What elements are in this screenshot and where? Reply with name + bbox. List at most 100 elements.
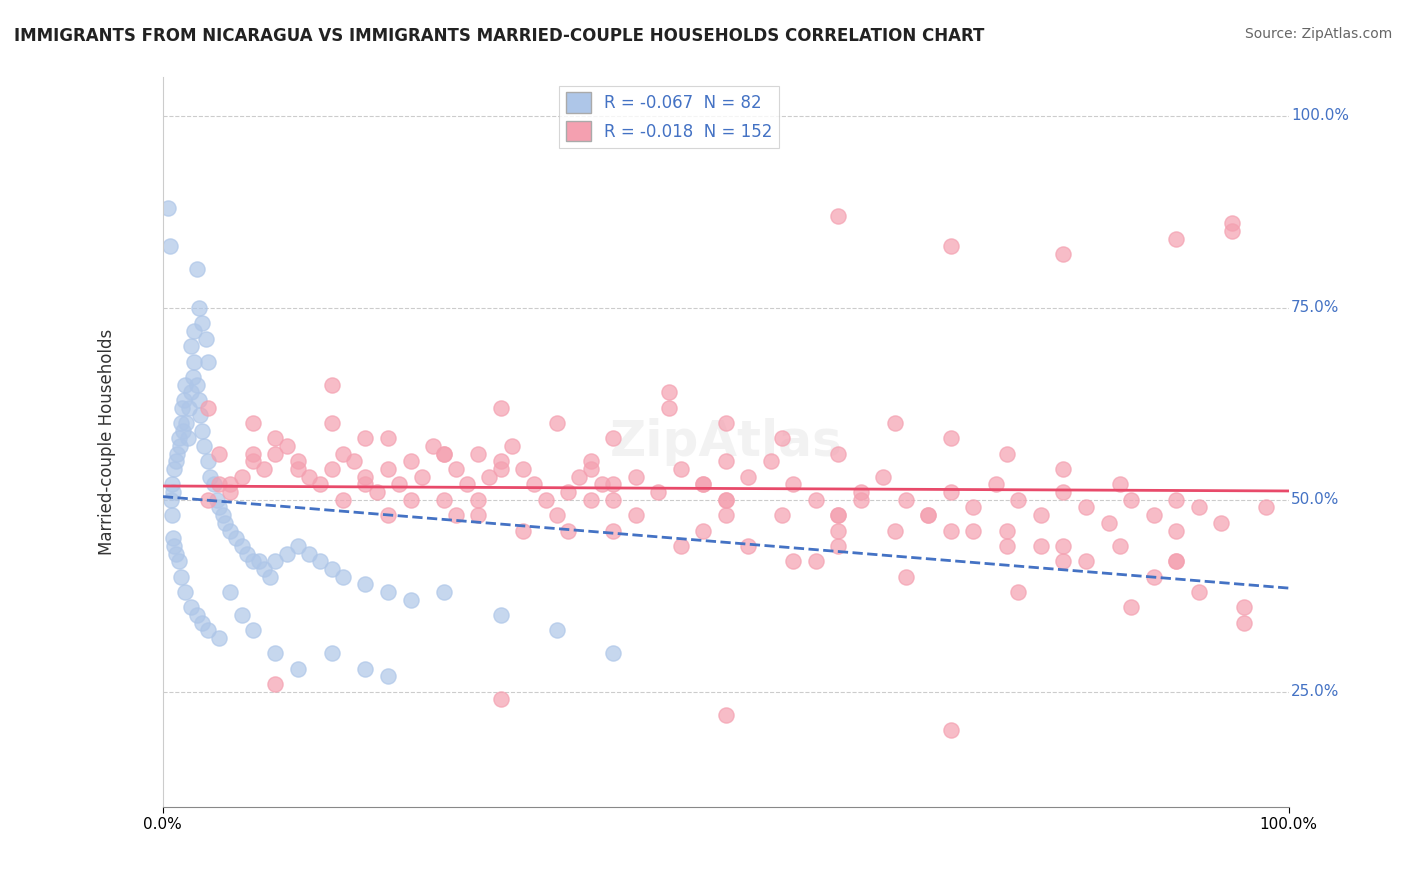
Point <box>332 569 354 583</box>
Point <box>197 454 219 468</box>
Point <box>1108 539 1130 553</box>
Point <box>827 447 849 461</box>
Point <box>276 439 298 453</box>
Point <box>242 454 264 468</box>
Point <box>444 462 467 476</box>
Point <box>163 539 186 553</box>
Point <box>191 615 214 630</box>
Point <box>658 401 681 415</box>
Point <box>489 401 512 415</box>
Point <box>1164 492 1187 507</box>
Point <box>1052 247 1074 261</box>
Point <box>219 477 242 491</box>
Point <box>714 508 737 523</box>
Point <box>658 385 681 400</box>
Point <box>287 454 309 468</box>
Point <box>173 392 195 407</box>
Point <box>1097 516 1119 530</box>
Point <box>399 592 422 607</box>
Point <box>1142 569 1164 583</box>
Point <box>962 524 984 538</box>
Point <box>523 477 546 491</box>
Point <box>1142 508 1164 523</box>
Point <box>849 485 872 500</box>
Point <box>247 554 270 568</box>
Text: Married-couple Households: Married-couple Households <box>97 329 115 556</box>
Point <box>579 454 602 468</box>
Point <box>219 485 242 500</box>
Point <box>366 485 388 500</box>
Point <box>183 354 205 368</box>
Point <box>489 607 512 622</box>
Point <box>1029 539 1052 553</box>
Point <box>264 647 287 661</box>
Point <box>176 416 198 430</box>
Point <box>197 401 219 415</box>
Point <box>1007 585 1029 599</box>
Point <box>669 539 692 553</box>
Point <box>399 492 422 507</box>
Point <box>512 524 534 538</box>
Point <box>377 462 399 476</box>
Point <box>647 485 669 500</box>
Point <box>242 554 264 568</box>
Point <box>160 477 183 491</box>
Point <box>191 424 214 438</box>
Point <box>264 677 287 691</box>
Point <box>264 447 287 461</box>
Point <box>231 607 253 622</box>
Point <box>478 469 501 483</box>
Point <box>165 547 187 561</box>
Point <box>917 508 939 523</box>
Point <box>770 508 793 523</box>
Point <box>1052 539 1074 553</box>
Point <box>181 370 204 384</box>
Point <box>177 401 200 415</box>
Point <box>669 462 692 476</box>
Point <box>714 416 737 430</box>
Point <box>1256 500 1278 515</box>
Point <box>1209 516 1232 530</box>
Point <box>170 401 193 415</box>
Point <box>193 439 215 453</box>
Point <box>1187 500 1209 515</box>
Point <box>1052 462 1074 476</box>
Point <box>827 508 849 523</box>
Point <box>321 377 343 392</box>
Point <box>159 492 181 507</box>
Point <box>467 447 489 461</box>
Point <box>377 585 399 599</box>
Point <box>1108 477 1130 491</box>
Point <box>197 354 219 368</box>
Point <box>197 492 219 507</box>
Point <box>186 262 208 277</box>
Point <box>1074 554 1097 568</box>
Point <box>602 431 624 445</box>
Point <box>1119 600 1142 615</box>
Point <box>602 492 624 507</box>
Point <box>354 469 377 483</box>
Point <box>883 416 905 430</box>
Point <box>894 492 917 507</box>
Point <box>467 492 489 507</box>
Point <box>602 477 624 491</box>
Point <box>501 439 523 453</box>
Point <box>225 531 247 545</box>
Point <box>166 447 188 461</box>
Point <box>557 485 579 500</box>
Point <box>187 392 209 407</box>
Point <box>624 469 647 483</box>
Point <box>174 377 197 392</box>
Point <box>180 339 202 353</box>
Point <box>591 477 613 491</box>
Point <box>546 624 568 638</box>
Point <box>894 569 917 583</box>
Point <box>1164 524 1187 538</box>
Point <box>467 508 489 523</box>
Point <box>259 569 281 583</box>
Point <box>827 508 849 523</box>
Point <box>692 477 714 491</box>
Point <box>995 539 1018 553</box>
Point <box>737 539 759 553</box>
Point <box>939 239 962 253</box>
